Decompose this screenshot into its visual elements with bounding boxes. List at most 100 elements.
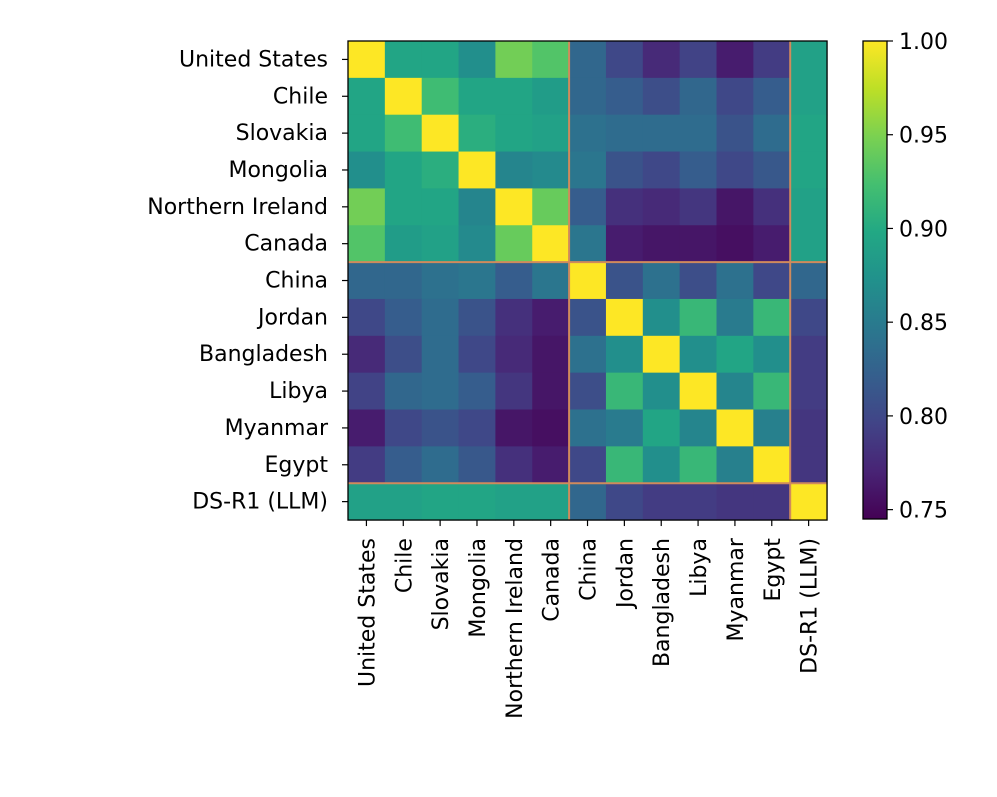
colorbar-ticks: 0.75 0.80 0.85 0.90 0.95 1.00 <box>887 30 948 524</box>
heatmap-cell <box>679 225 717 263</box>
heatmap-cell <box>642 262 681 300</box>
heatmap-cell <box>421 151 460 189</box>
heatmap-cell <box>790 298 828 337</box>
heatmap-cell <box>569 41 607 79</box>
heatmap-cell <box>753 114 791 153</box>
y-tick-label: United States <box>179 47 328 72</box>
heatmap-cell <box>642 298 681 337</box>
x-tick-label: China <box>577 538 602 601</box>
heatmap-cell <box>716 262 754 300</box>
colorbar-tick-label: 0.90 <box>899 217 948 242</box>
heatmap-cell <box>532 298 570 337</box>
heatmap-cell <box>495 262 533 300</box>
x-tick-label: Canada <box>540 538 565 622</box>
y-tick-label: DS-R1 (LLM) <box>192 490 328 515</box>
heatmap-cell <box>384 151 423 189</box>
x-tick-label: Bangladesh <box>650 538 675 667</box>
heatmap-cell <box>642 335 681 374</box>
y-tick-label: China <box>265 269 328 294</box>
heatmap-cell <box>716 225 754 263</box>
heatmap-cell <box>532 151 570 189</box>
heatmap-cell <box>421 114 460 153</box>
heatmap-cell <box>753 446 791 484</box>
heatmap-cell <box>532 114 570 153</box>
heatmap-cell <box>421 262 460 300</box>
heatmap-cell <box>495 188 533 226</box>
heatmap-cell <box>495 446 533 484</box>
heatmap-cell <box>605 188 644 226</box>
colorbar <box>862 40 888 520</box>
y-tick-label: Bangladesh <box>199 342 328 367</box>
heatmap-cell <box>569 483 607 521</box>
heatmap-cell <box>605 41 644 79</box>
heatmap-cell <box>716 446 754 484</box>
heatmap-cell <box>753 483 791 521</box>
y-tick-label: Egypt <box>265 453 329 478</box>
heatmap-cell <box>716 298 754 337</box>
heatmap-cell <box>532 188 570 226</box>
heatmap-cell <box>458 77 496 116</box>
heatmap-cell <box>790 77 828 116</box>
heatmap-cell <box>753 77 791 116</box>
heatmap-cell <box>495 409 533 447</box>
heatmap-cell <box>679 114 717 153</box>
heatmap-cell <box>753 372 791 410</box>
heatmap-cell <box>716 335 754 374</box>
heatmap-cell <box>605 335 644 374</box>
heatmap-cell <box>348 225 386 263</box>
heatmap-cell <box>348 446 386 484</box>
heatmap-cell <box>790 372 828 410</box>
heatmap-cell <box>790 335 828 374</box>
heatmap-cell <box>495 77 533 116</box>
heatmap-cell <box>569 446 607 484</box>
colorbar-tick-label: 1.00 <box>899 30 948 55</box>
heatmap-cell <box>384 225 423 263</box>
heatmap-cell <box>421 298 460 337</box>
x-tick-label: Egypt <box>761 538 786 602</box>
y-tick-label: Mongolia <box>228 158 328 183</box>
heatmap-cell <box>421 41 460 79</box>
heatmap-cell <box>605 77 644 116</box>
heatmap-cell <box>348 41 386 79</box>
heatmap-cell <box>421 225 460 263</box>
x-tick-label: Jordan <box>613 538 638 610</box>
heatmap-cell <box>753 225 791 263</box>
heatmap-cell <box>458 41 496 79</box>
heatmap-cell <box>421 335 460 374</box>
heatmap-cell <box>753 151 791 189</box>
heatmap-cell <box>495 225 533 263</box>
y-tick-label: Slovakia <box>236 121 328 146</box>
heatmap-cell <box>716 372 754 410</box>
heatmap-cell <box>679 483 717 521</box>
heatmap-cell <box>421 372 460 410</box>
x-tick-label: Chile <box>392 538 417 593</box>
heatmap-cell <box>384 372 423 410</box>
heatmap-cell <box>384 298 423 337</box>
heatmap-cell <box>532 77 570 116</box>
y-tick-label: Canada <box>244 232 328 257</box>
heatmap-cell <box>532 262 570 300</box>
heatmap-cell <box>569 298 607 337</box>
heatmap-cell <box>495 151 533 189</box>
heatmap-cell <box>790 114 828 153</box>
heatmap-cell <box>790 225 828 263</box>
heatmap-cell <box>642 114 681 153</box>
heatmap-cell <box>569 335 607 374</box>
heatmap-cell <box>348 77 386 116</box>
heatmap-cell <box>458 151 496 189</box>
heatmap-cell <box>790 262 828 300</box>
heatmap-cell <box>569 151 607 189</box>
heatmap-cell <box>421 188 460 226</box>
heatmap-cell <box>716 151 754 189</box>
heatmap-cell <box>790 409 828 447</box>
heatmap-cell <box>458 114 496 153</box>
heatmap-cell <box>753 188 791 226</box>
heatmap-cell <box>458 483 496 521</box>
heatmap-cell <box>790 151 828 189</box>
heatmap-cell <box>421 77 460 116</box>
heatmap-cell <box>716 409 754 447</box>
heatmap-cell <box>605 409 644 447</box>
heatmap-cell <box>679 41 717 79</box>
heatmap-cell <box>605 446 644 484</box>
heatmap-cell <box>716 41 754 79</box>
